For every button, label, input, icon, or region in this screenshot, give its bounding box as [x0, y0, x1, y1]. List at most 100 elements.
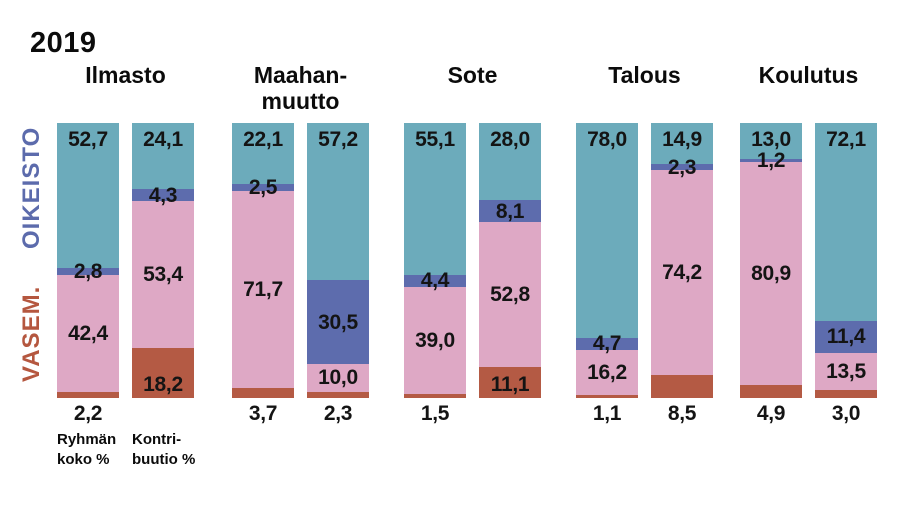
value-label-red: 18,2 [143, 373, 183, 396]
segment-teal [307, 123, 369, 281]
segment-pink [307, 364, 369, 392]
segment-red [57, 391, 119, 398]
value-label-teal: 13,0 [751, 128, 791, 151]
value-label-red: 2,3 [323, 402, 353, 425]
segment-red [404, 393, 466, 398]
segment-teal [576, 123, 638, 338]
segment-pink [232, 190, 294, 388]
value-label-pink: 42,4 [68, 322, 108, 346]
segment-teal [651, 123, 713, 165]
group-title-line: muutto [261, 88, 340, 114]
value-label-teal: 72,1 [826, 128, 866, 151]
bar-kontribuutio-koulutus: 72,1 11,4 13,5 3,0 [815, 123, 877, 425]
segment-red [132, 347, 194, 398]
axis-label-vasem: VASEM. [18, 285, 45, 383]
footnote-line: koko % [57, 451, 110, 468]
group-title-ilmasto: Ilmasto [57, 62, 194, 88]
value-label-purple: 30,5 [318, 310, 358, 334]
footnote-line: Kontri- [132, 431, 182, 448]
segment-red [815, 389, 877, 398]
segment-red [740, 384, 802, 398]
bar-kontribuutio-maahanmuutto: 57,2 30,5 10,0 2,3 [307, 123, 369, 425]
segment-red [479, 367, 541, 398]
segment-purple [576, 337, 638, 351]
bar-ryhman-koko-sote: 55,1 4,4 39,0 1,5 [404, 123, 466, 425]
segment-purple [307, 280, 369, 365]
value-label-purple: 2,3 [667, 155, 697, 179]
segment-red [307, 391, 369, 398]
group-title-sote: Sote [404, 62, 541, 88]
value-label-pink: 39,0 [415, 328, 455, 352]
segment-pink [740, 162, 802, 385]
segment-teal [132, 123, 194, 190]
segment-red [232, 387, 294, 398]
value-label-purple: 8,1 [495, 199, 525, 223]
value-label-purple: 4,7 [592, 332, 622, 356]
value-label-purple: 4,4 [420, 269, 450, 293]
footnote-kontribuutio: Kontri- buutio % [132, 430, 195, 470]
segment-teal [232, 123, 294, 184]
value-label-purple: 11,4 [826, 325, 866, 349]
value-label-red: 11,1 [490, 373, 530, 396]
value-label-purple: 1,2 [756, 148, 786, 172]
segment-purple [232, 183, 294, 191]
value-label-pink: 71,7 [243, 277, 283, 301]
segment-purple [651, 164, 713, 171]
segment-teal [479, 123, 541, 200]
footnote-line: buutio % [132, 451, 196, 468]
group-title-line: Talous [608, 62, 681, 88]
segment-purple [404, 274, 466, 287]
bar-ryhman-koko-koulutus: 13,0 1,2 80,9 4,9 [740, 123, 802, 425]
bar-kontribuutio-ilmasto: 24,1 4,3 53,4 18,2 [132, 123, 194, 398]
group-title-koulutus: Koulutus [740, 62, 877, 88]
value-label-teal: 22,1 [243, 128, 283, 151]
segment-red [651, 374, 713, 398]
segment-purple [132, 189, 194, 202]
segment-teal [815, 123, 877, 322]
group-title-line: Sote [447, 62, 498, 88]
value-label-teal: 55,1 [415, 128, 455, 151]
segment-pink [651, 170, 713, 375]
bar-kontribuutio-talous: 14,9 2,3 74,2 8,5 [651, 123, 713, 425]
segment-purple [479, 200, 541, 223]
value-label-teal: 14,9 [662, 128, 702, 151]
value-label-pink: 13,5 [826, 359, 866, 383]
value-label-teal: 57,2 [318, 128, 358, 151]
value-label-red: 4,9 [756, 402, 786, 425]
chart-year-title: 2019 [30, 27, 97, 59]
value-label-red: 3,0 [831, 402, 861, 425]
value-label-pink: 80,9 [751, 261, 791, 285]
value-label-pink: 74,2 [662, 260, 702, 284]
bar-ryhman-koko-maahanmuutto: 22,1 2,5 71,7 3,7 [232, 123, 294, 425]
segment-purple [740, 158, 802, 163]
value-label-pink: 16,2 [587, 361, 627, 385]
value-label-pink: 10,0 [318, 366, 358, 390]
segment-purple [57, 267, 119, 276]
footnote-line: Ryhmän [57, 431, 117, 448]
value-label-teal: 78,0 [587, 128, 627, 151]
segment-teal [740, 123, 802, 159]
value-label-teal: 28,0 [490, 128, 530, 151]
segment-teal [404, 123, 466, 275]
segment-pink [479, 222, 541, 368]
segment-pink [576, 350, 638, 395]
value-label-purple: 2,5 [248, 175, 278, 199]
segment-pink [404, 286, 466, 394]
segment-pink [57, 275, 119, 392]
group-title-maahanmuutto: Maahan-muutto [232, 62, 369, 114]
value-label-red: 3,7 [248, 402, 278, 425]
value-label-red: 2,2 [73, 402, 103, 425]
value-label-red: 1,1 [592, 402, 622, 425]
bar-kontribuutio-sote: 28,0 8,1 52,8 11,1 [479, 123, 541, 398]
value-label-pink: 53,4 [143, 263, 183, 287]
segment-teal [57, 123, 119, 268]
value-label-pink: 52,8 [490, 283, 530, 307]
value-label-purple: 4,3 [148, 183, 178, 207]
value-label-red: 1,5 [420, 402, 450, 425]
value-label-purple: 2,8 [73, 260, 103, 284]
value-label-teal: 52,7 [68, 128, 108, 151]
value-label-red: 8,5 [667, 402, 697, 425]
bar-ryhman-koko-ilmasto: 52,7 2,8 42,4 2,2 [57, 123, 119, 425]
value-label-teal: 24,1 [143, 128, 183, 151]
